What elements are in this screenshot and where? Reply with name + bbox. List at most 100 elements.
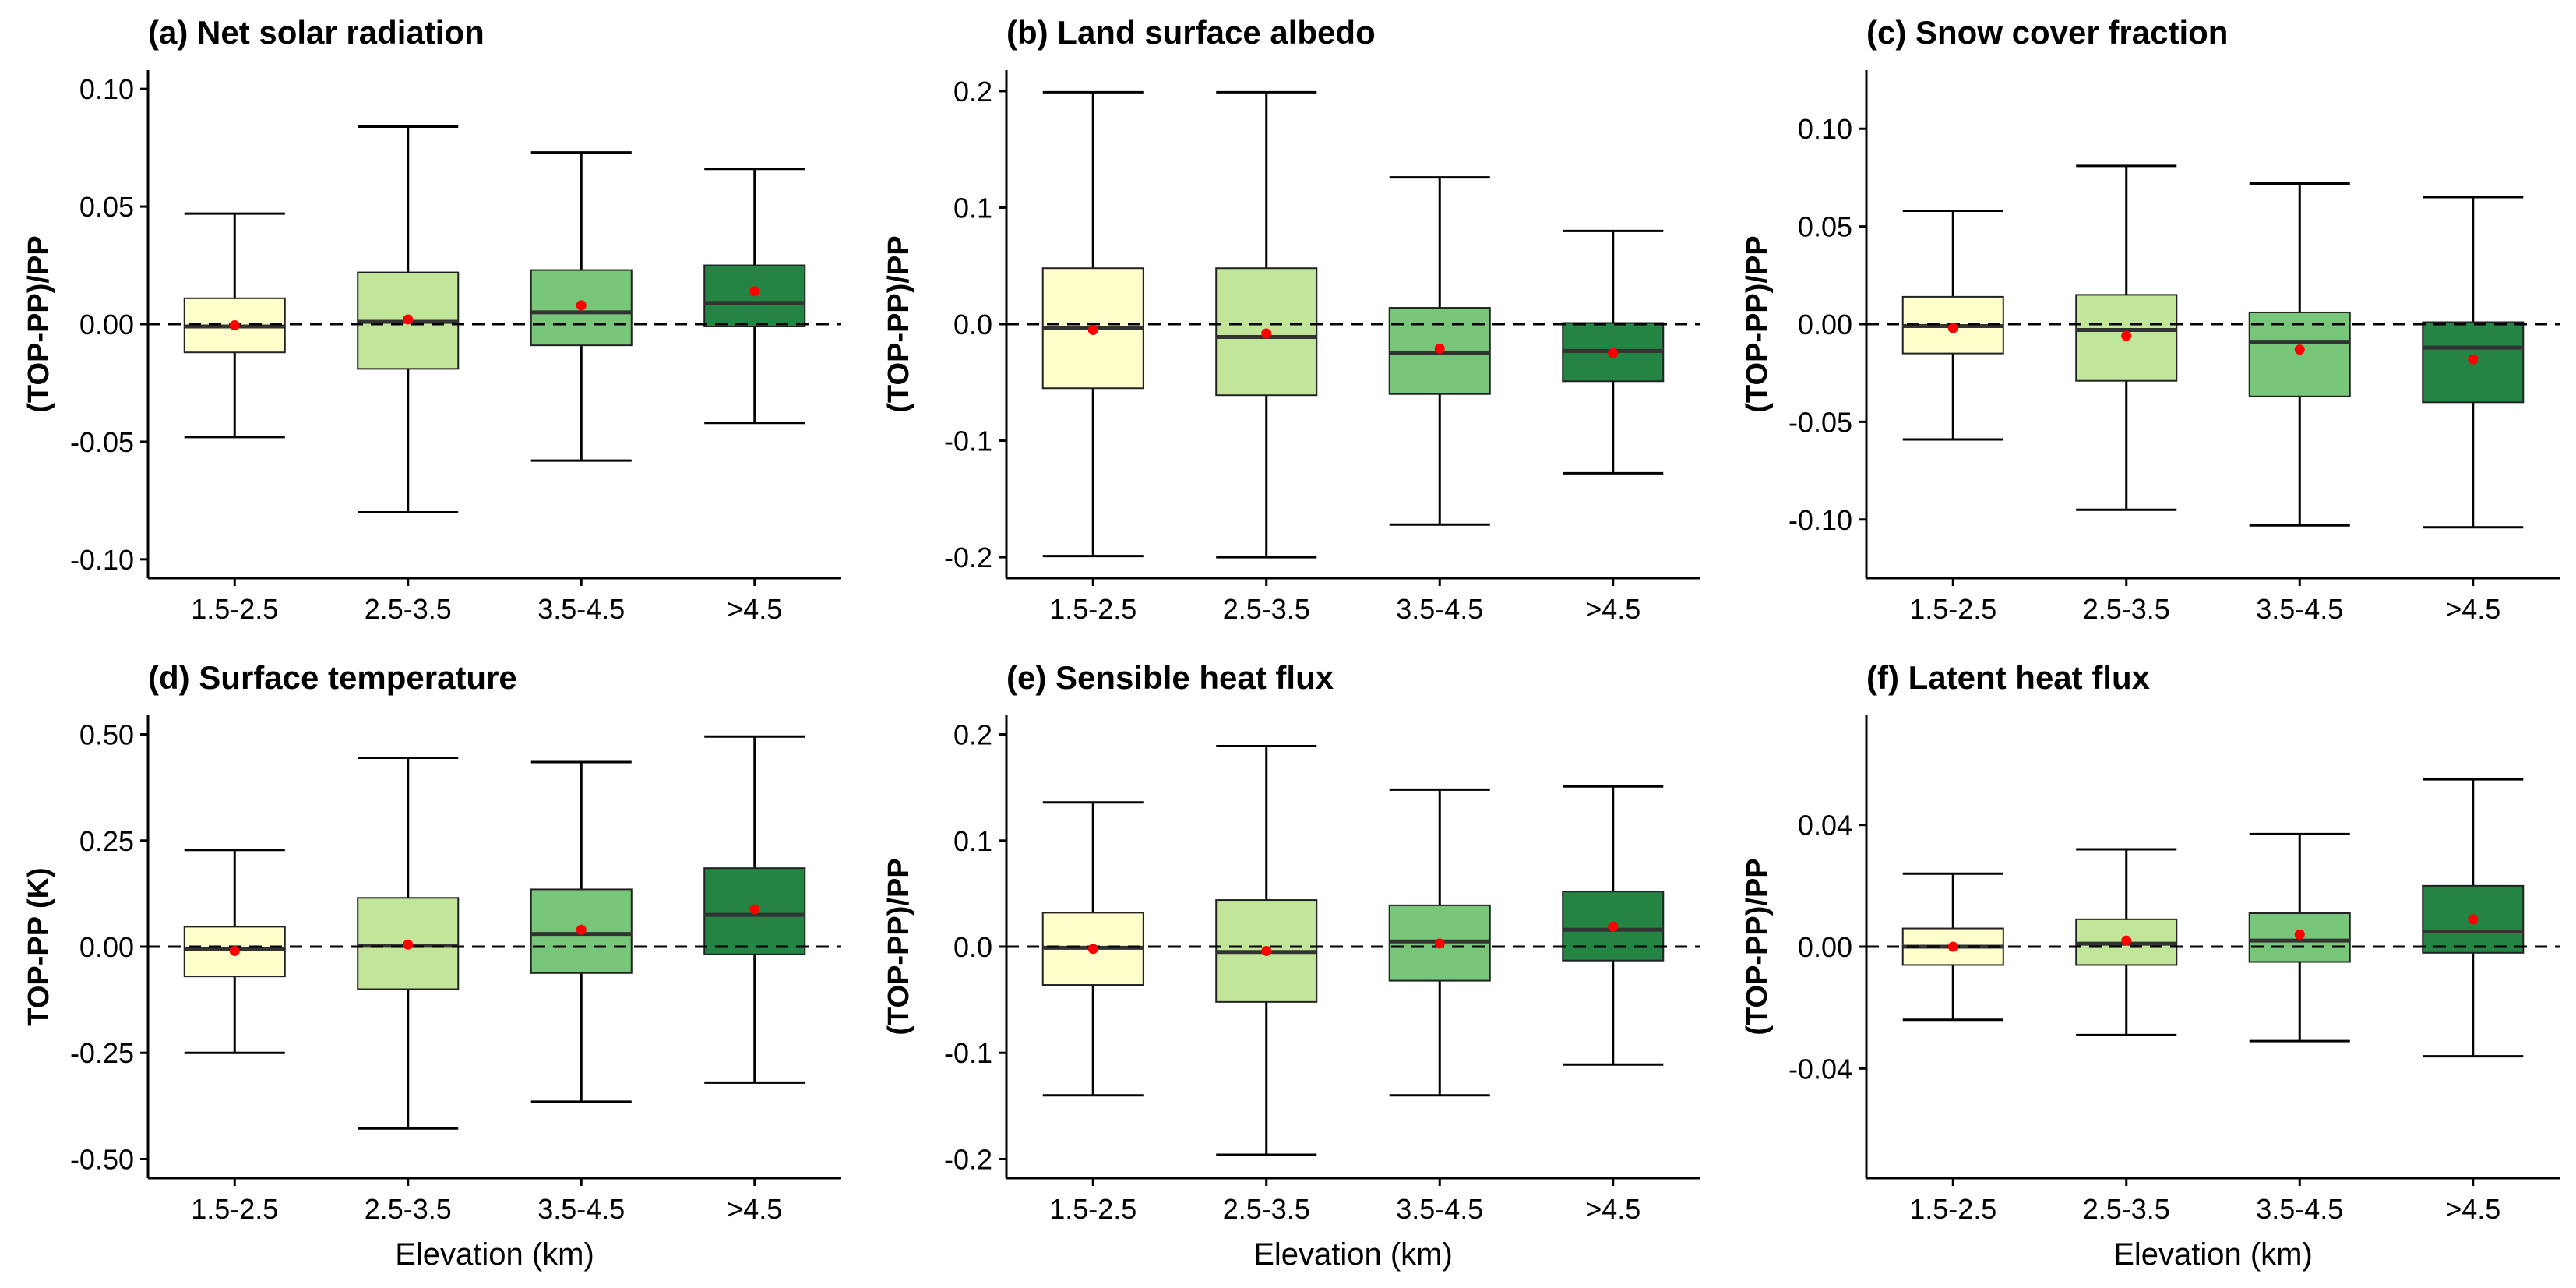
mean-point [2121, 330, 2132, 341]
mean-point [576, 300, 587, 311]
mean-point [1261, 945, 1272, 956]
x-tick-label: 3.5-4.5 [537, 593, 625, 625]
x-tick-label: >4.5 [1585, 593, 1640, 625]
y-axis-title: (TOP-PP)/PP [1741, 858, 1774, 1035]
mean-point [1947, 323, 1958, 333]
x-tick-label: >4.5 [727, 1193, 782, 1225]
x-tick-label: 3.5-4.5 [1396, 1193, 1483, 1225]
panel-6: (f) Latent heat flux (TOP-PP)/PP 0.04 0.00 -… [1741, 659, 2560, 1272]
mean-point [749, 286, 760, 297]
mean-point [1608, 921, 1619, 932]
mean-point [1434, 938, 1445, 949]
x-tick-label: >4.5 [2445, 593, 2500, 625]
y-tick-label: -0.1 [944, 425, 992, 457]
panel-title: (c) Snow cover fraction [1866, 14, 2228, 51]
mean-point [1087, 944, 1098, 955]
mean-point [576, 924, 587, 935]
y-tick-label: 0.00 [1798, 309, 1852, 341]
x-tick-label: 1.5-2.5 [191, 1193, 278, 1225]
iqr-box [2422, 321, 2525, 404]
x-tick-label: 3.5-4.5 [1396, 593, 1483, 625]
x-tick-label: 1.5-2.5 [1049, 593, 1136, 625]
panel-5: (e) Sensible heat flux (TOP-PP)/PP 0.2 0.1 0… [883, 659, 1700, 1272]
y-tick-label: 0.1 [953, 192, 992, 224]
y-tick-label: 0.05 [1798, 211, 1852, 243]
iqr-box [2075, 294, 2178, 382]
iqr-box [2248, 311, 2351, 397]
y-tick-label: 0.04 [1798, 810, 1852, 842]
x-tick-label: >4.5 [1585, 1193, 1640, 1225]
y-axis-title: (TOP-PP)/PP [23, 235, 55, 412]
y-tick-label: -0.2 [944, 1143, 992, 1175]
box-1 [1901, 872, 2004, 1022]
panel-title: (b) Land surface albedo [1006, 14, 1376, 51]
x-tick-label: 1.5-2.5 [1909, 593, 1996, 625]
y-tick-label: -0.2 [944, 542, 992, 573]
panel-4: (d) Surface temperature TOP-PP (K) 0.50 0.2… [23, 659, 841, 1272]
y-tick-label: 0.0 [953, 931, 992, 963]
x-tick-label: 2.5-3.5 [365, 1193, 452, 1225]
y-tick-label: 0.1 [953, 825, 992, 857]
mean-point [229, 320, 240, 331]
panel-title: (f) Latent heat flux [1866, 659, 2151, 696]
mean-point [403, 314, 414, 325]
mean-point [1608, 348, 1619, 358]
panel-1: (a) Net solar radiation (TOP-PP)/PP 0.10 0.… [23, 14, 841, 625]
x-tick-label: 2.5-3.5 [2083, 1193, 2170, 1225]
x-tick-label: 3.5-4.5 [2256, 1193, 2343, 1225]
y-tick-label: 0.00 [1798, 931, 1852, 963]
y-tick-label: 0.00 [79, 309, 134, 341]
y-axis-title: TOP-PP (K) [23, 867, 55, 1025]
y-tick-label: -0.50 [70, 1143, 134, 1175]
x-tick-label: 1.5-2.5 [1049, 1193, 1136, 1225]
box-4 [2422, 196, 2525, 529]
box-4 [1562, 229, 1665, 475]
y-tick-label: 0.10 [79, 73, 134, 105]
y-axis-title: (TOP-PP)/PP [883, 235, 915, 412]
x-axis-title: Elevation (km) [395, 1237, 594, 1272]
mean-point [2468, 914, 2479, 925]
y-tick-label: -0.05 [70, 426, 134, 458]
box-2 [2075, 164, 2178, 511]
y-tick-label: 0.05 [79, 191, 134, 223]
box-2 [1215, 745, 1318, 1156]
x-tick-label: 2.5-3.5 [1223, 593, 1310, 625]
mean-point [2468, 354, 2479, 365]
x-tick-label: >4.5 [727, 593, 782, 625]
panel-title: (d) Surface temperature [148, 659, 517, 696]
y-tick-label: -0.04 [1788, 1053, 1852, 1085]
y-tick-label: 0.0 [953, 309, 992, 341]
y-tick-label: -0.10 [1788, 504, 1852, 536]
mean-point [2294, 929, 2305, 940]
y-tick-label: -0.1 [944, 1037, 992, 1069]
x-tick-label: 2.5-3.5 [1223, 1193, 1310, 1225]
panel-2: (b) Land surface albedo (TOP-PP)/PP 0.2 0.1… [883, 14, 1700, 625]
x-tick-label: 2.5-3.5 [2083, 593, 2170, 625]
mean-point [1261, 328, 1272, 339]
y-tick-label: -0.05 [1788, 406, 1852, 438]
y-tick-label: -0.25 [70, 1037, 134, 1069]
x-axis-title: Elevation (km) [2113, 1237, 2313, 1272]
mean-point [1434, 343, 1445, 354]
mean-point [749, 904, 760, 915]
x-tick-label: 2.5-3.5 [365, 593, 452, 625]
panel-title: (a) Net solar radiation [148, 14, 485, 51]
y-axis-title: (TOP-PP)/PP [1741, 235, 1774, 412]
mean-point [1087, 324, 1098, 335]
x-tick-label: 1.5-2.5 [191, 593, 278, 625]
x-tick-label: >4.5 [2445, 1193, 2500, 1225]
mean-point [229, 945, 240, 956]
y-tick-label: 0.2 [953, 719, 992, 751]
mean-point [2121, 935, 2132, 946]
x-tick-label: 1.5-2.5 [1909, 1193, 1996, 1225]
y-tick-label: 0.2 [953, 76, 992, 108]
mean-point [403, 939, 414, 950]
x-axis-title: Elevation (km) [1253, 1237, 1453, 1272]
x-tick-label: 3.5-4.5 [2256, 593, 2343, 625]
y-axis-title: (TOP-PP)/PP [883, 858, 915, 1035]
y-tick-label: 0.00 [79, 931, 134, 963]
y-tick-label: 0.25 [79, 825, 134, 857]
y-tick-label: 0.10 [1798, 113, 1852, 145]
box-3 [2248, 182, 2351, 527]
